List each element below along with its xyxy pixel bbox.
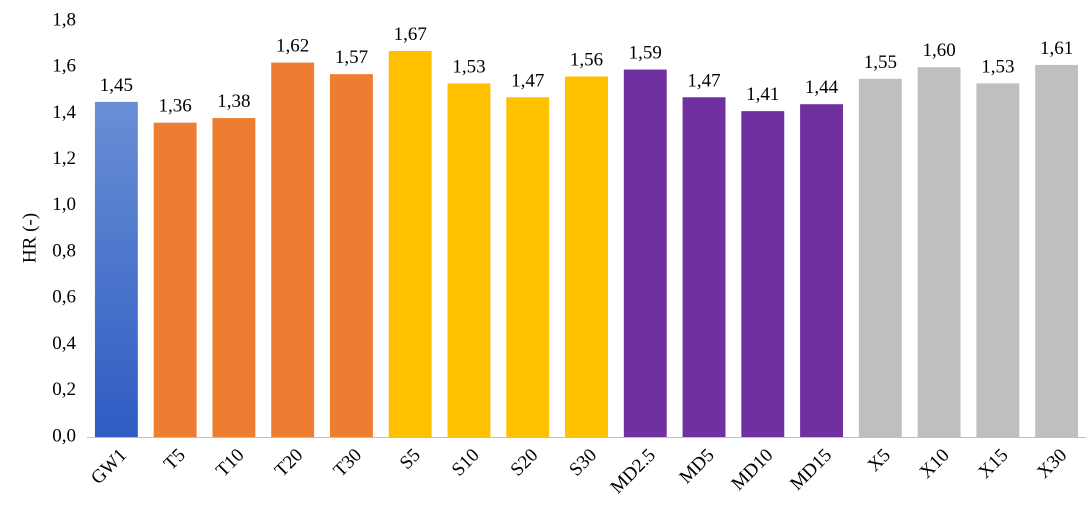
x-tick-label: GW1	[87, 445, 131, 489]
bar-t20	[271, 62, 315, 437]
y-tick-label: 1,2	[52, 148, 76, 169]
x-tick-label: X30	[1033, 445, 1071, 483]
x-tick-label: S5	[396, 445, 425, 474]
data-label: 1,36	[159, 96, 192, 117]
y-tick-label: 0,2	[52, 379, 76, 400]
data-label: 1,47	[687, 70, 720, 91]
x-tick-label: S10	[448, 445, 484, 481]
x-axis: GW1 T5 T10 T20 T30 S5 S10 S20 S30 MD2.5 MD5 MD10 MD1…	[87, 445, 1071, 498]
bar-s20	[506, 97, 550, 438]
bar-md15	[800, 104, 844, 437]
data-label: 1,41	[746, 84, 779, 105]
x-tick-label: S30	[565, 445, 601, 481]
y-tick-label: 0,6	[52, 287, 76, 308]
bar-t30	[329, 74, 373, 438]
y-tick-label: 1,0	[52, 194, 76, 215]
x-tick-label: MD2.5	[607, 445, 660, 498]
bar-md10	[741, 111, 785, 437]
y-tick-label: 0,0	[52, 425, 76, 446]
x-tick-label: T10	[212, 445, 248, 481]
bar-x15	[976, 83, 1020, 438]
data-label: 1,57	[335, 47, 368, 68]
data-label: 1,67	[394, 24, 427, 45]
x-tick-label: X15	[974, 445, 1012, 483]
data-label: 1,53	[981, 56, 1014, 77]
bar-x30	[1035, 64, 1079, 438]
data-labels-group: 1,45 1,36 1,38 1,62 1,57 1,67 1,53 1,47 1,56 1,59…	[100, 24, 1073, 117]
data-label: 1,38	[217, 91, 250, 112]
bar-md5	[682, 97, 726, 438]
x-tick-label: MD15	[786, 445, 836, 495]
x-tick-label: T20	[271, 445, 307, 481]
data-label: 1,56	[570, 49, 603, 70]
y-tick-label: 1,8	[52, 9, 76, 30]
data-label: 1,62	[276, 36, 309, 57]
bar-gw1	[94, 101, 138, 437]
data-label: 1,44	[805, 77, 839, 98]
bar-s5	[388, 51, 432, 438]
x-tick-label: T30	[330, 445, 366, 481]
x-tick-label: MD10	[727, 445, 777, 495]
y-tick-label: 0,8	[52, 240, 76, 261]
bar-x10	[917, 67, 961, 437]
data-label: 1,61	[1040, 38, 1073, 59]
x-tick-label: MD5	[675, 445, 718, 488]
bars-group	[94, 51, 1079, 438]
y-axis: 0,0 0,2 0,4 0,6 0,8 1,0 1,2 1,4 1,6 1,8	[52, 9, 76, 446]
x-tick-label: X10	[916, 445, 954, 483]
bar-t10	[212, 118, 256, 438]
x-tick-label: S20	[507, 445, 543, 481]
data-label: 1,53	[452, 56, 485, 77]
y-tick-label: 1,4	[52, 102, 76, 123]
y-tick-label: 1,6	[52, 56, 76, 77]
bar-t5	[153, 122, 197, 437]
x-tick-label: T5	[160, 445, 190, 475]
data-label: 1,45	[100, 75, 133, 96]
data-label: 1,47	[511, 70, 544, 91]
bar-md2-5	[623, 69, 667, 438]
bar-x5	[858, 78, 902, 438]
bar-s30	[565, 76, 608, 437]
y-axis-title: HR (-)	[19, 213, 40, 263]
data-label: 1,55	[864, 52, 897, 73]
data-label: 1,60	[922, 40, 955, 61]
x-tick-label: X5	[864, 445, 895, 476]
y-tick-label: 0,4	[52, 333, 76, 354]
data-label: 1,59	[629, 43, 662, 64]
bar-s10	[447, 83, 491, 438]
